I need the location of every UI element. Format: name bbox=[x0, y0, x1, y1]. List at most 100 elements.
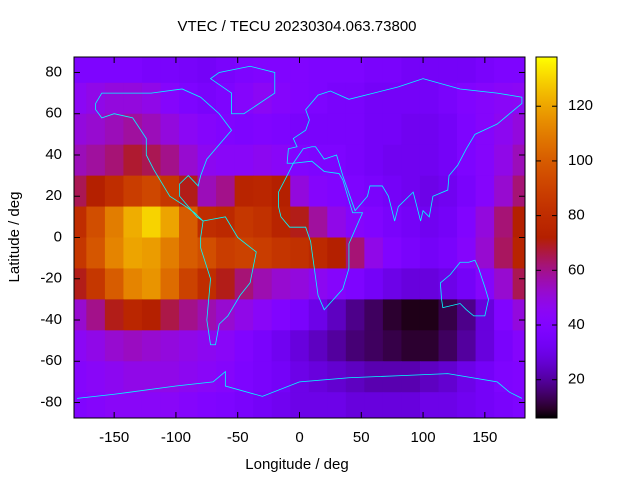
heatmap-cell bbox=[86, 330, 106, 362]
heatmap-cell bbox=[290, 237, 310, 269]
heatmap-cell bbox=[197, 268, 217, 300]
colorbar-tick-label: 20 bbox=[568, 371, 585, 388]
y-axis-label: Latitude / deg bbox=[6, 192, 23, 283]
heatmap-cell bbox=[141, 206, 161, 238]
heatmap-cell bbox=[438, 268, 458, 300]
heatmap-cell bbox=[401, 57, 421, 84]
heatmap-cell bbox=[308, 268, 328, 300]
heatmap-cell bbox=[475, 392, 495, 418]
heatmap-cell bbox=[141, 144, 161, 177]
heatmap-cell bbox=[364, 57, 384, 84]
heatmap-cell bbox=[123, 268, 143, 300]
heatmap-cell bbox=[308, 144, 328, 177]
heatmap-cell bbox=[364, 268, 384, 300]
heatmap-cell bbox=[438, 361, 458, 393]
heatmap-cell bbox=[345, 268, 365, 300]
heatmap-cell bbox=[253, 237, 273, 269]
heatmap-cell bbox=[253, 361, 273, 393]
heatmap-cell bbox=[401, 82, 421, 115]
heatmap-cell bbox=[382, 113, 402, 146]
heatmap-cell bbox=[494, 299, 514, 331]
heatmap-cell bbox=[512, 299, 525, 331]
heatmap-cell bbox=[364, 144, 384, 177]
heatmap-cell bbox=[475, 144, 495, 177]
heatmap-cell bbox=[475, 82, 495, 115]
heatmap-cell bbox=[308, 361, 328, 393]
axes: -150 -100 -50 0 50 100 150 -80 -60 -40 -20 0 20 40 60 8… bbox=[40, 57, 593, 446]
heatmap-cell bbox=[364, 237, 384, 269]
chart-title: VTEC / TECU 20230304.063.73800 bbox=[177, 18, 416, 35]
heatmap-cell bbox=[438, 57, 458, 84]
heatmap-cell bbox=[74, 237, 87, 269]
heatmap-cell bbox=[364, 113, 384, 146]
colorbar-tick-label: 60 bbox=[568, 261, 585, 278]
heatmap-cell bbox=[419, 113, 440, 146]
heatmap-cell bbox=[74, 392, 87, 418]
heatmap-cell bbox=[160, 206, 180, 238]
heatmap-cell bbox=[401, 237, 421, 269]
heatmap-cell bbox=[457, 330, 477, 362]
y-tick-label: 0 bbox=[54, 228, 62, 245]
heatmap-cell bbox=[271, 330, 291, 362]
heatmap-cell bbox=[438, 175, 458, 208]
heatmap-cell bbox=[141, 57, 161, 84]
heatmap-cell bbox=[290, 57, 310, 84]
heatmap-cell bbox=[179, 175, 199, 208]
heatmap-cell bbox=[290, 361, 310, 393]
heatmap-cell bbox=[512, 175, 525, 208]
heatmap-cell bbox=[438, 144, 458, 177]
heatmap-cell bbox=[234, 299, 254, 331]
heatmap-cell bbox=[308, 330, 328, 362]
heatmap-cell bbox=[457, 144, 477, 177]
heatmap-cell bbox=[327, 299, 347, 331]
heatmap-cell bbox=[197, 175, 217, 208]
heatmap-cell bbox=[419, 57, 440, 84]
heatmap-cell bbox=[475, 206, 495, 238]
heatmap-cell bbox=[419, 206, 440, 238]
heatmap-cell bbox=[179, 206, 199, 238]
heatmap-cell bbox=[160, 175, 180, 208]
y-tick-label: -80 bbox=[40, 393, 62, 410]
heatmap-cell bbox=[74, 57, 87, 84]
heatmap-cell bbox=[104, 113, 124, 146]
heatmap-cell bbox=[271, 57, 291, 84]
coastline bbox=[77, 372, 522, 399]
heatmap-cell bbox=[364, 206, 384, 238]
heatmap-cell bbox=[216, 268, 236, 300]
heatmap-cell bbox=[216, 175, 236, 208]
heatmap-cell bbox=[74, 144, 87, 177]
heatmap-cell bbox=[141, 392, 161, 418]
heatmap-cell bbox=[253, 57, 273, 84]
heatmap-cell bbox=[104, 299, 124, 331]
heatmap-cell bbox=[457, 82, 477, 115]
y-tick-label: 40 bbox=[45, 146, 62, 163]
heatmap-cell bbox=[86, 57, 106, 84]
heatmap-cell bbox=[419, 330, 440, 362]
heatmap-cell bbox=[401, 175, 421, 208]
heatmap-cell bbox=[475, 330, 495, 362]
coastline bbox=[201, 217, 257, 345]
heatmap-cell bbox=[419, 299, 440, 331]
heatmap-cell bbox=[290, 268, 310, 300]
heatmap-cell bbox=[457, 113, 477, 146]
coastline bbox=[440, 260, 488, 316]
heatmap-cell bbox=[494, 113, 514, 146]
heatmap-cell bbox=[234, 361, 254, 393]
heatmap-cell bbox=[86, 175, 106, 208]
y-tick-label: 80 bbox=[45, 63, 62, 80]
heatmap-cell bbox=[345, 144, 365, 177]
heatmap-cell bbox=[234, 206, 254, 238]
heatmap-cell bbox=[512, 361, 525, 393]
heatmap-cell bbox=[512, 392, 525, 418]
heatmap-cell bbox=[494, 144, 514, 177]
heatmap-cell bbox=[216, 57, 236, 84]
heatmap-cell bbox=[290, 175, 310, 208]
heatmap-cell bbox=[179, 57, 199, 84]
heatmap-cell bbox=[160, 57, 180, 84]
heatmap-cell bbox=[438, 113, 458, 146]
heatmap-cell bbox=[123, 175, 143, 208]
heatmap-cell bbox=[74, 175, 87, 208]
heatmap-cell bbox=[419, 392, 440, 418]
heatmap-cell bbox=[419, 268, 440, 300]
heatmap-cell bbox=[104, 361, 124, 393]
